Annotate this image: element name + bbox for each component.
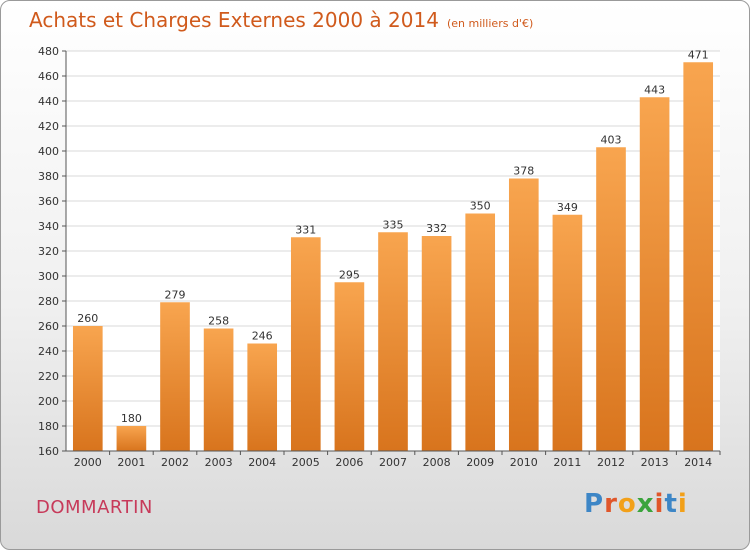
logo-letter: i: [677, 489, 688, 519]
logo-letter: P: [584, 489, 605, 519]
bar-2013: [639, 97, 670, 451]
commune-name: DOMMARTIN: [36, 497, 153, 518]
logo-letter: x: [636, 489, 655, 519]
data-label-2012: 403: [601, 133, 622, 146]
y-tick-label: 420: [38, 120, 59, 133]
x-tick-label-2014: 2014: [684, 456, 712, 469]
y-tick-label: 200: [38, 395, 59, 408]
y-tick-label: 320: [38, 245, 59, 258]
bar-2002: [160, 302, 190, 451]
bar-2009: [465, 213, 496, 451]
bar-2007: [378, 232, 408, 451]
logo-letter: t: [664, 489, 678, 519]
bars: 260 180 279 258 246 331 295 335 332 350 378 349 403 4…: [72, 48, 714, 451]
x-tick-label-2005: 2005: [292, 456, 320, 469]
data-label-2008: 332: [426, 222, 447, 235]
data-label-2000: 260: [77, 312, 98, 325]
y-tick-label: 280: [38, 295, 59, 308]
bar-2014: [683, 62, 714, 451]
x-tick-label-2008: 2008: [423, 456, 451, 469]
y-tick-label: 300: [38, 270, 59, 283]
x-tick-label-2013: 2013: [641, 456, 669, 469]
data-label-2010: 378: [513, 165, 534, 178]
y-tick-label: 460: [38, 70, 59, 83]
x-tick-label-2010: 2010: [510, 456, 538, 469]
data-label-2005: 331: [295, 223, 316, 236]
data-label-2001: 180: [121, 412, 142, 425]
data-label-2002: 279: [165, 288, 186, 301]
y-tick-label: 480: [38, 45, 59, 58]
x-tick-label-2006: 2006: [335, 456, 363, 469]
chart-title: Achats et Charges Externes 2000 à 2014 (e…: [29, 8, 533, 32]
logo-letter: r: [604, 489, 618, 519]
y-tick-label: 360: [38, 195, 59, 208]
proxiti-logo: Proxiti: [584, 489, 688, 519]
bar-2003: [203, 328, 234, 451]
data-label-2004: 246: [252, 330, 273, 343]
bar-2011: [552, 214, 583, 451]
y-tick-label: 160: [38, 445, 59, 458]
bar-2006: [334, 282, 365, 451]
bar-2004: [247, 343, 278, 451]
logo-letter: o: [617, 489, 637, 519]
bar-2005: [290, 237, 321, 451]
x-tick-label-2001: 2001: [117, 456, 145, 469]
x-tick-label-2011: 2011: [553, 456, 581, 469]
bar-2008: [421, 236, 452, 451]
y-tick-label: 260: [38, 320, 59, 333]
data-label-2006: 295: [339, 268, 360, 281]
chart-subtitle: (en milliers d'€): [446, 17, 534, 30]
x-tick-label-2003: 2003: [205, 456, 233, 469]
y-tick-label: 400: [38, 145, 59, 158]
x-tick-label-2000: 2000: [74, 456, 102, 469]
chart-title-text: Achats et Charges Externes 2000 à 2014: [29, 8, 439, 32]
bar-2010: [508, 178, 539, 451]
data-label-2014: 471: [688, 48, 709, 61]
data-label-2003: 258: [208, 315, 229, 328]
data-label-2011: 349: [557, 201, 578, 214]
y-tick-label: 440: [38, 95, 59, 108]
bar-2000: [72, 326, 103, 451]
data-label-2013: 443: [644, 83, 665, 96]
y-tick-label: 340: [38, 220, 59, 233]
y-tick-label: 240: [38, 345, 59, 358]
x-tick-label-2009: 2009: [466, 456, 494, 469]
y-tick-label: 180: [38, 420, 59, 433]
data-label-2009: 350: [470, 200, 491, 213]
bar-2001: [116, 426, 147, 451]
axes: 160 180 200 220 240 260 280 300 320 340 360 380 400 4…: [38, 45, 721, 469]
x-tick-label-2012: 2012: [597, 456, 625, 469]
data-label-2007: 335: [383, 218, 404, 231]
x-tick-label-2002: 2002: [161, 456, 189, 469]
x-tick-label-2007: 2007: [379, 456, 407, 469]
x-tick-label-2004: 2004: [248, 456, 276, 469]
bar-2012: [596, 147, 626, 451]
y-tick-label: 220: [38, 370, 59, 383]
y-tick-label: 380: [38, 170, 59, 183]
logo-letter: i: [654, 489, 665, 519]
